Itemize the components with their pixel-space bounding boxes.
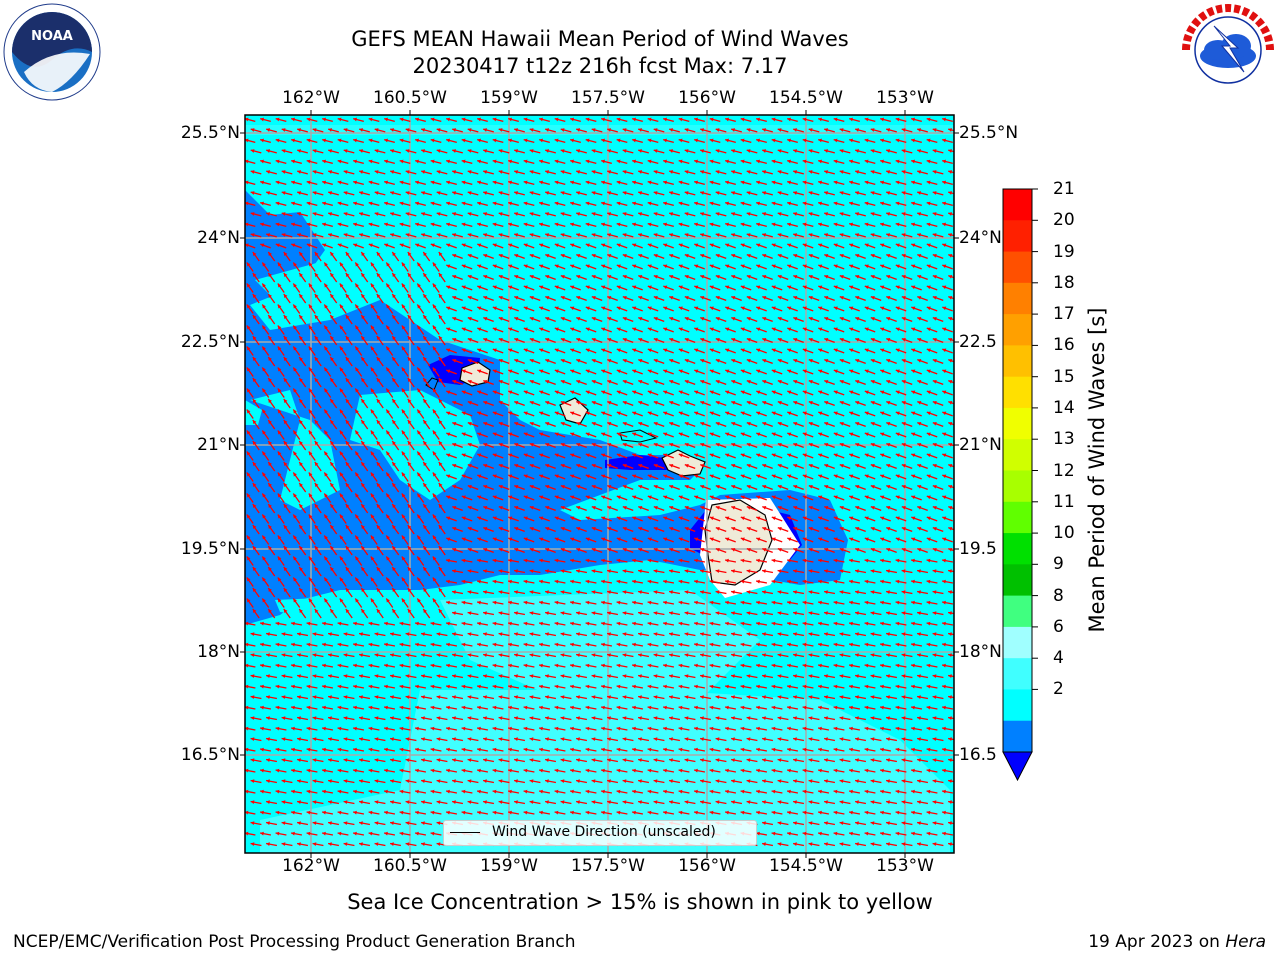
nws-logo [1182,4,1274,96]
lat-tick-right: 18°N [959,642,1002,662]
colorbar [1002,188,1038,782]
lon-tick-bottom: 159°W [480,856,538,876]
colorbar-segment [1003,689,1032,722]
colorbar-segment [1003,282,1032,315]
lat-tick-left: 19.5°N [180,539,240,559]
lon-tick-top: 154.5°W [769,88,843,108]
legend-line-icon [450,832,480,833]
colorbar-tick-label: 10 [1053,523,1075,544]
lon-tick-bottom: 154.5°W [769,856,843,876]
colorbar-tick-label: 4 [1053,648,1064,669]
legend-label: Wind Wave Direction (unscaled) [492,824,716,840]
colorbar-segment [1003,189,1032,221]
lon-tick-top: 159°W [480,88,538,108]
colorbar-tick-label: 19 [1053,241,1075,262]
lat-tick-left: 22.5°N [180,332,240,352]
lat-tick-left: 25.5°N [180,123,240,143]
chart-title: GEFS MEAN Hawaii Mean Period of Wind Wav… [351,27,849,51]
lon-tick-bottom: 162°W [282,856,340,876]
colorbar-segment [1003,376,1032,409]
ocean-6-8s-patch [440,590,760,700]
lon-tick-top: 153°W [876,88,934,108]
chart-subtitle: 20230417 t12z 216h fcst Max: 7.17 [412,54,788,78]
colorbar-segment [1003,564,1032,597]
colorbar-segment [1003,220,1032,253]
colorbar-tick-label: 12 [1053,460,1075,481]
colorbar-tick-label: 2 [1053,679,1064,700]
colorbar-segment [1003,533,1032,565]
lon-tick-bottom: 153°W [876,856,934,876]
colorbar-segment [1003,658,1032,690]
lon-tick-top: 160.5°W [373,88,447,108]
lat-tick-right: 21°N [959,435,1002,455]
colorbar-tick-label: 6 [1053,616,1064,637]
noaa-logo: NOAA [3,3,101,101]
lon-tick-top: 157.5°W [571,88,645,108]
colorbar-segment [1003,251,1032,284]
colorbar-segment [1003,470,1032,503]
colorbar-tick-label: 14 [1053,397,1075,418]
colorbar-segment [1003,595,1032,628]
map-legend: Wind Wave Direction (unscaled) [443,820,757,846]
colorbar-label: Mean Period of Wind Waves [s] [1085,307,1109,633]
ocean-2-4s-region [245,190,848,625]
map-frame [244,114,955,854]
noaa-logo-text: NOAA [31,29,73,44]
lat-tick-left: 18°N [197,642,240,662]
lat-tick-right: 25.5°N [959,123,1019,143]
wind-wave-direction-arrows [245,117,954,847]
lon-tick-bottom: 160.5°W [373,856,447,876]
lat-tick-right: 19.5 [959,539,997,559]
colorbar-segment [1003,439,1032,471]
island-maui [661,449,706,477]
lat-tick-right: 16.5 [959,745,997,765]
lat-tick-left: 24°N [197,228,240,248]
lon-tick-bottom: 157.5°W [571,856,645,876]
footer-host: Hera [1225,932,1266,952]
island-molokai [619,429,658,443]
colorbar-segment [1003,626,1032,659]
colorbar-tick-label: 16 [1053,335,1075,356]
colorbar-tick-label: 15 [1053,366,1075,387]
colorbar-segment [1003,720,1032,753]
footer-date-text: 19 Apr 2023 on [1088,932,1226,952]
colorbar-segment [1003,314,1032,346]
colorbar-tick-label: 9 [1053,554,1064,575]
colorbar-segment [1003,407,1032,440]
lat-tick-right: 24°N [959,228,1002,248]
lon-tick-bottom: 156°W [678,856,736,876]
colorbar-tick-label: 17 [1053,304,1075,325]
sea-ice-note: Sea Ice Concentration > 15% is shown in … [347,890,933,914]
island-niihau [425,377,439,391]
colorbar-tick-label: 8 [1053,585,1064,606]
colorbar-tick-label: 21 [1053,179,1075,199]
colorbar-under-triangle [1002,751,1033,782]
lat-tick-left: 16.5°N [180,745,240,765]
footer-credit: NCEP/EMC/Verification Post Processing Pr… [13,932,576,952]
footer-date: 19 Apr 2023 on Hera [1088,932,1266,952]
colorbar-tick-label: 11 [1053,491,1075,512]
lat-tick-right: 22.5 [959,332,997,352]
colorbar-tick-label: 18 [1053,272,1075,293]
lat-tick-left: 21°N [197,435,240,455]
ocean-lt2s-maui [605,455,668,470]
colorbar-segment [1003,501,1032,534]
lon-tick-top: 162°W [282,88,340,108]
colorbar-tick-label: 13 [1053,429,1075,450]
colorbar-segment [1003,345,1032,378]
colorbar-tick-label: 20 [1053,210,1075,231]
lon-tick-top: 156°W [678,88,736,108]
